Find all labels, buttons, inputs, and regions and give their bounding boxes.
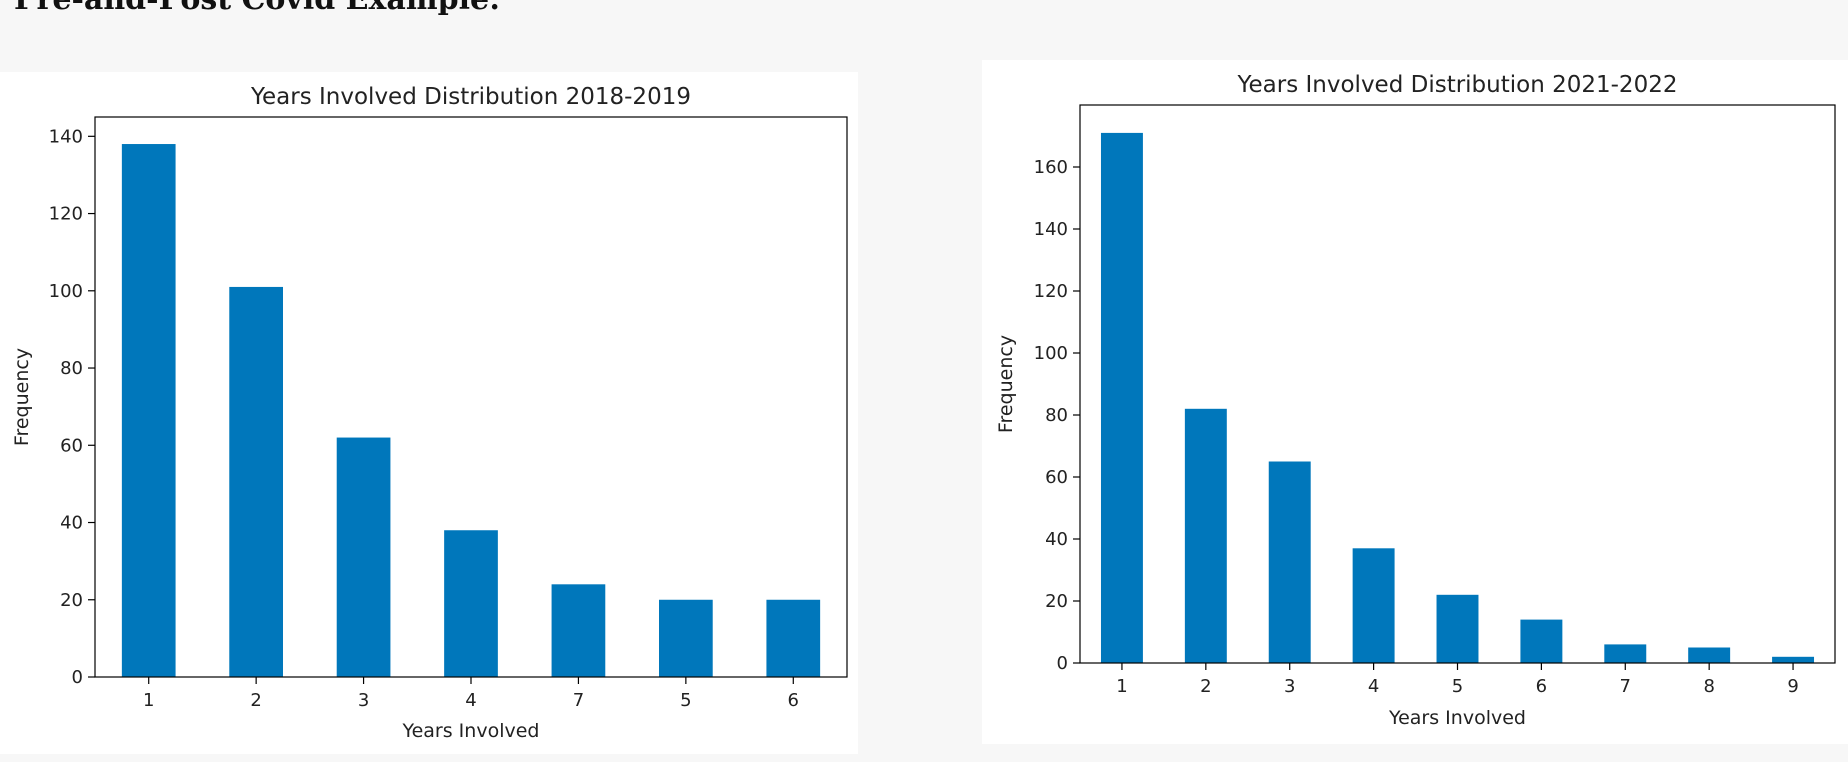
x-tick-label: 8 bbox=[1703, 676, 1714, 697]
x-tick-label: 4 bbox=[1368, 676, 1379, 697]
x-tick-label: 1 bbox=[1116, 676, 1127, 697]
y-tick-label: 140 bbox=[49, 126, 83, 147]
x-tick-label: 9 bbox=[1787, 676, 1798, 697]
x-tick-label: 3 bbox=[1284, 676, 1295, 697]
bar-8 bbox=[1688, 647, 1731, 663]
x-tick-label: 1 bbox=[143, 690, 154, 711]
y-tick-label: 0 bbox=[72, 667, 83, 688]
x-tick-label: 6 bbox=[788, 690, 799, 711]
y-tick-label: 100 bbox=[49, 281, 83, 302]
x-tick-label: 6 bbox=[1536, 676, 1547, 697]
chart-panel-2021-2022: Years Involved Distribution 2021-2022 0 20… bbox=[982, 60, 1848, 744]
bar-6 bbox=[1520, 619, 1563, 663]
x-tick-label: 3 bbox=[358, 690, 369, 711]
chart-panel-2018-2019: Years Involved Distribution 2018-2019 0 20… bbox=[0, 72, 858, 754]
y-tick-label: 80 bbox=[60, 358, 83, 379]
y-tick-label: 60 bbox=[1045, 467, 1068, 488]
bar-2 bbox=[229, 286, 283, 677]
x-axis-label: Years Involved bbox=[402, 720, 540, 742]
bar-6 bbox=[766, 599, 821, 677]
y-axis-label: Frequency bbox=[995, 335, 1017, 433]
x-axis-label: Years Involved bbox=[1388, 707, 1526, 729]
bar-1 bbox=[1100, 132, 1143, 663]
y-tick-label: 60 bbox=[60, 435, 83, 456]
y-tick-label: 0 bbox=[1057, 653, 1068, 674]
x-tick-label: 2 bbox=[1200, 676, 1211, 697]
y-axis-label: Frequency bbox=[11, 348, 33, 446]
y-tick-label: 120 bbox=[49, 204, 83, 225]
bar-3 bbox=[1268, 461, 1311, 663]
chart-title: Years Involved Distribution 2021-2022 bbox=[1237, 72, 1678, 98]
bar-4 bbox=[444, 530, 498, 677]
y-tick-label: 120 bbox=[1034, 281, 1068, 302]
y-tick-label: 40 bbox=[60, 513, 83, 534]
y-tick-label: 40 bbox=[1045, 529, 1068, 550]
bar-chart-2021-2022: Years Involved Distribution 2021-2022 0 20… bbox=[995, 72, 1836, 729]
bar-7 bbox=[1604, 644, 1647, 663]
x-tick-label: 5 bbox=[680, 690, 691, 711]
y-tick-label: 20 bbox=[1045, 591, 1068, 612]
bar-5 bbox=[659, 599, 713, 677]
bar-chart-2018-2019: Years Involved Distribution 2018-2019 0 20… bbox=[11, 84, 848, 742]
bar-9 bbox=[1772, 656, 1815, 663]
chart-title: Years Involved Distribution 2018-2019 bbox=[250, 84, 691, 110]
x-tick-label: 2 bbox=[250, 690, 261, 711]
bar-1 bbox=[121, 144, 176, 677]
bar-4 bbox=[1352, 548, 1395, 663]
y-tick-label: 20 bbox=[60, 590, 83, 611]
x-tick-label: 7 bbox=[573, 690, 584, 711]
y-tick-label: 80 bbox=[1045, 405, 1068, 426]
y-tick-label: 100 bbox=[1034, 343, 1068, 364]
page-heading: Pre-and-Post Covid Example: bbox=[14, 0, 500, 17]
bar-2 bbox=[1184, 408, 1227, 663]
bar-5 bbox=[1436, 594, 1479, 663]
bar-3 bbox=[336, 437, 391, 677]
x-tick-label: 5 bbox=[1452, 676, 1463, 697]
y-tick-label: 140 bbox=[1034, 219, 1068, 240]
x-tick-label: 4 bbox=[465, 690, 476, 711]
bar-7 bbox=[551, 584, 606, 677]
y-tick-label: 160 bbox=[1034, 157, 1068, 178]
x-tick-label: 7 bbox=[1620, 676, 1631, 697]
